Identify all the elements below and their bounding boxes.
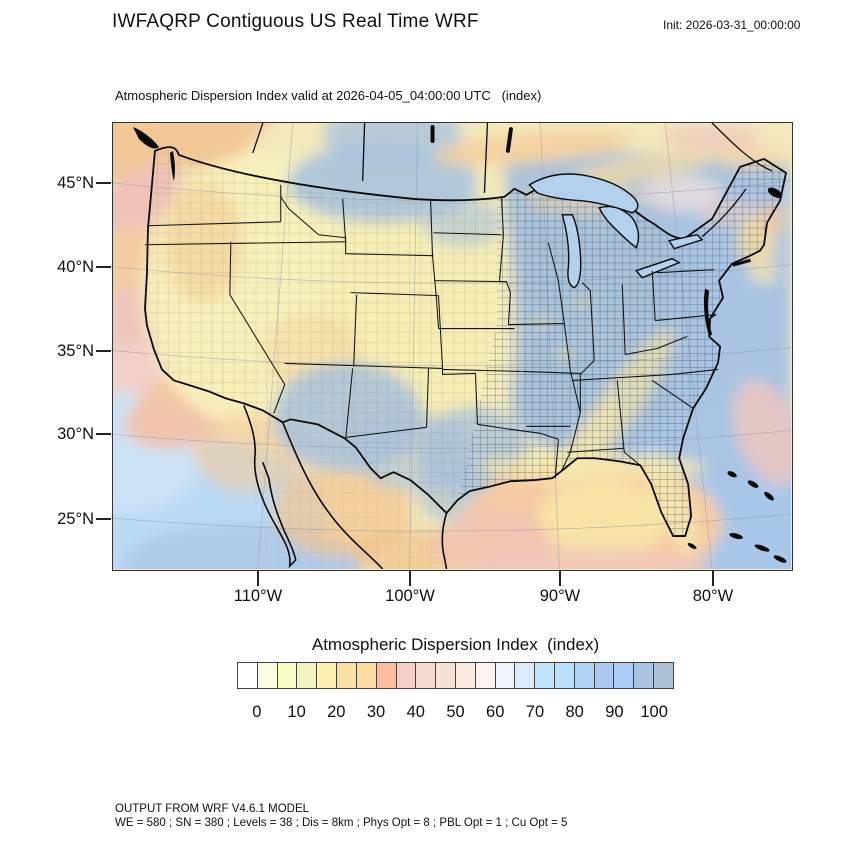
colorbar-cell xyxy=(296,663,317,688)
colorbar-cell xyxy=(415,663,436,688)
colorbar xyxy=(237,662,674,689)
colorbar-cell xyxy=(256,663,277,688)
lon-tick-mark xyxy=(257,571,259,586)
lat-tick-mark xyxy=(96,350,111,352)
lon-tick-mark xyxy=(559,571,561,586)
colorbar-cell xyxy=(238,663,257,688)
great-lakes xyxy=(528,173,704,289)
colorbar-cell xyxy=(633,663,654,688)
lon-tick-mark xyxy=(712,571,714,586)
islands-and-bays xyxy=(132,124,787,563)
lon-tick-label: 100°W xyxy=(385,587,435,605)
us-coastline-and-borders xyxy=(144,146,787,537)
map-plot-area xyxy=(112,122,793,571)
colorbar-tick-value: 100 xyxy=(640,703,668,721)
colorbar-cell xyxy=(435,663,455,688)
colorbar-cell xyxy=(514,663,535,688)
colorbar-title: Atmospheric Dispersion Index (index) xyxy=(311,635,600,654)
colorbar-cell xyxy=(653,663,673,688)
colorbar-cell xyxy=(395,663,416,688)
page-title: IWFAQRP Contiguous US Real Time WRF xyxy=(112,11,479,32)
lat-tick-label: 30°N xyxy=(57,425,94,443)
colorbar-cell xyxy=(534,663,554,688)
lat-tick-label: 45°N xyxy=(57,174,94,192)
us-map-canvas xyxy=(113,123,791,569)
colorbar-cell xyxy=(375,663,396,688)
lat-tick-mark xyxy=(96,433,111,435)
valid-time-subtitle: Atmospheric Dispersion Index valid at 20… xyxy=(115,88,542,103)
lat-tick-label: 40°N xyxy=(57,258,94,276)
colorbar-tick-value: 50 xyxy=(446,703,465,721)
colorbar-cell xyxy=(593,663,614,688)
lon-tick-mark xyxy=(409,571,411,586)
colorbar-tick-value: 10 xyxy=(287,703,306,721)
mexico-coastline xyxy=(243,405,448,569)
colorbar-tick-value: 80 xyxy=(565,703,584,721)
colorbar-cell xyxy=(454,663,475,688)
colorbar-cell xyxy=(276,663,297,688)
model-output-note: OUTPUT FROM WRF V4.6.1 MODEL xyxy=(115,803,310,815)
state-borders xyxy=(144,184,719,479)
colorbar-cell xyxy=(554,663,574,688)
colorbar-tick-value: 90 xyxy=(605,703,624,721)
lat-tick-label: 25°N xyxy=(57,510,94,528)
lon-tick-label: 110°W xyxy=(233,587,283,605)
colorbar-cell xyxy=(494,663,515,688)
colorbar-cell xyxy=(336,663,356,688)
lat-tick-mark xyxy=(96,518,111,520)
colorbar-tick-value: 40 xyxy=(406,703,425,721)
lon-tick-label: 90°W xyxy=(539,587,581,605)
colorbar-cell xyxy=(573,663,594,688)
lon-tick-label: 80°W xyxy=(692,587,734,605)
lat-tick-mark xyxy=(96,182,111,184)
colorbar-tick-value: 70 xyxy=(525,703,545,721)
model-config-note: WE = 580 ; SN = 380 ; Levels = 38 ; Dis … xyxy=(115,817,568,829)
canada-features xyxy=(252,123,773,238)
colorbar-tick-value: 60 xyxy=(486,703,505,721)
init-timestamp: Init: 2026-03-31_00:00:00 xyxy=(663,18,801,32)
lat-tick-mark xyxy=(96,266,111,268)
colorbar-cell xyxy=(355,663,376,688)
colorbar-cell xyxy=(474,663,495,688)
colorbar-tick-value: 0 xyxy=(252,703,262,721)
colorbar-cell xyxy=(613,663,634,688)
lat-tick-label: 35°N xyxy=(57,342,94,360)
colorbar-cell xyxy=(316,663,337,688)
colorbar-tick-value: 20 xyxy=(327,703,346,721)
colorbar-tick-value: 30 xyxy=(366,703,386,721)
